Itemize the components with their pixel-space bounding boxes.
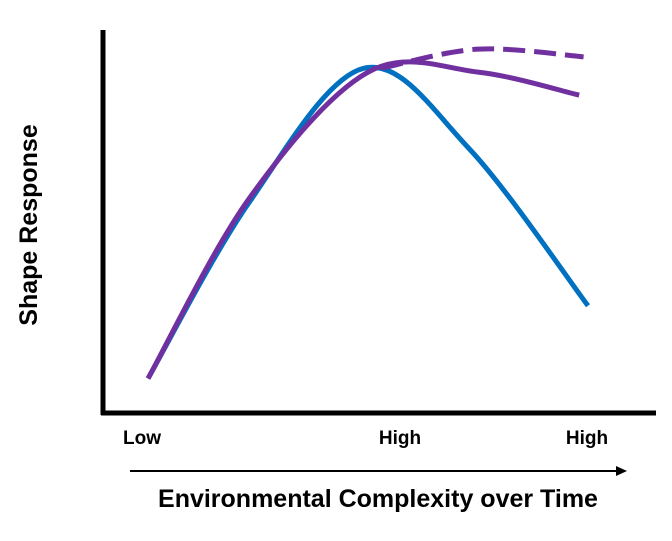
x-tick-label: High — [379, 428, 421, 449]
y-axis-label: Shape Response — [15, 124, 43, 326]
series-line-purple-dashed — [380, 46, 584, 71]
time-arrow-head — [616, 466, 627, 476]
x-tick-label: High — [566, 428, 608, 449]
series-line-purple — [145, 59, 580, 380]
x-axis-label: Environmental Complexity over Time — [158, 485, 598, 513]
x-tick-label: Low — [123, 428, 161, 449]
series-line-blue — [145, 64, 590, 380]
